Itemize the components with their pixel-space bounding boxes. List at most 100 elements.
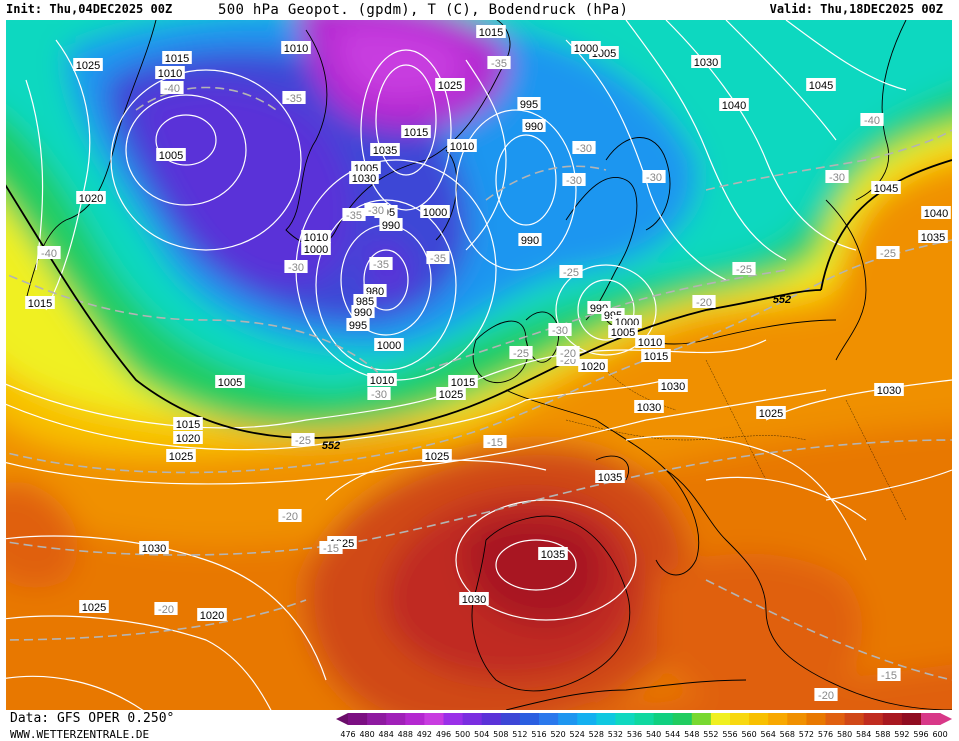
label-text: 1010 [284,43,308,55]
scale-swatch [691,713,712,725]
label-text: -35 [373,259,389,271]
label-text: 1010 [158,68,182,80]
label-text: 990 [354,307,372,319]
scale-swatch [921,713,941,725]
label-text: 1030 [352,173,376,185]
label-text: -30 [576,143,592,155]
label-text: 1030 [462,594,486,606]
chart-title: 500 hPa Geopot. (gpdm), T (C), Bodendruc… [218,2,629,18]
label-text: 1020 [176,433,200,445]
scale-tick-label: 512 [512,730,527,739]
geopotential-label: 552 [322,440,340,452]
label-background [351,161,381,174]
label-background [284,260,308,273]
scale-tick-label: 496 [436,730,451,739]
label-background [732,262,756,275]
label-background [349,171,379,184]
label-text: -35 [430,253,446,265]
label-background [578,359,608,372]
label-text: -15 [323,543,339,555]
isobar-label: 1030 [139,541,169,555]
label-text: -30 [829,172,845,184]
isobar-label: 1010 [367,373,397,387]
label-text: 1015 [404,127,428,139]
isobar-label: 1015 [173,417,203,431]
label-background [156,148,186,161]
label-background [367,387,391,400]
isobar-label: 1030 [658,379,688,393]
isobar-label: 1010 [281,41,311,55]
label-background [874,383,904,396]
label-background [806,78,836,91]
isobar-label: 1015 [641,349,671,363]
label-text: 1015 [644,351,668,363]
isobar-label: 1035 [370,143,400,157]
label-background [197,608,227,621]
label-text: 1025 [439,389,463,401]
scale-swatch [539,713,559,725]
isotherm-label: -25 [559,265,583,279]
label-text: 1015 [479,27,503,39]
label-text: -40 [41,248,57,260]
label-background [559,265,583,278]
label-background [691,55,721,68]
label-background [364,203,388,216]
label-background [160,81,184,94]
isobar-label: 990 [351,305,375,319]
label-text: -20 [158,604,174,616]
isobar-label: 1020 [76,191,106,205]
isotherm-label: -30 [367,387,391,401]
label-text: 995 [349,320,367,332]
scale-swatch [348,713,368,725]
label-text: 1010 [370,375,394,387]
label-background [522,119,546,132]
label-text: 1005 [159,150,183,162]
isotherm-label: -40 [37,246,61,260]
label-background [483,435,507,448]
isobar-label: 1040 [719,98,749,112]
isobar-label: 1015 [401,125,431,139]
scale-tick-label: 572 [799,730,814,739]
label-background [367,373,397,386]
label-background [401,125,431,138]
scale-swatch [443,713,464,725]
isobar-label: 1015 [25,296,55,310]
scale-tick-label: 588 [875,730,890,739]
header: Init: Thu,04DEC2025 00Z 500 hPa Geopot. … [0,0,959,20]
scale-tick-label: 544 [665,730,680,739]
scale-swatch [749,713,769,725]
label-text: 1025 [759,408,783,420]
label-text: -20 [282,511,298,523]
isotherm-label: -40 [160,81,184,95]
label-background [876,246,900,259]
label-text: -25 [563,267,579,279]
isobar-label: 990 [379,218,403,232]
label-background [154,602,178,615]
isobar-label: 990 [522,119,546,133]
label-text: -35 [286,93,302,105]
scale-max-arrow [940,713,953,725]
label-text: -40 [864,115,880,127]
map-svg: 1015101010251010101510251005100010301045… [6,20,952,710]
scale-swatch [500,713,521,725]
isotherm-label: -30 [284,260,308,274]
scale-swatch [863,713,884,725]
label-text: -30 [368,205,384,217]
scale-tick-label: 488 [398,730,413,739]
isobar-label: 1000 [301,242,331,256]
isobar-label: 1005 [156,148,186,162]
label-text: 1005 [611,327,635,339]
isobar-label: 1030 [459,592,489,606]
scale-tick-label: 552 [703,730,718,739]
geopotential-field [6,20,952,710]
label-background [369,257,393,270]
scale-swatch [405,713,425,725]
scale-swatch [730,713,750,725]
label-background [278,509,302,522]
label-background [319,541,343,554]
scale-tick-label: 564 [761,730,776,739]
label-text: 1015 [176,419,200,431]
scale-tick-label: 520 [550,730,565,739]
label-background [282,91,306,104]
isobar-label: 1035 [538,547,568,561]
